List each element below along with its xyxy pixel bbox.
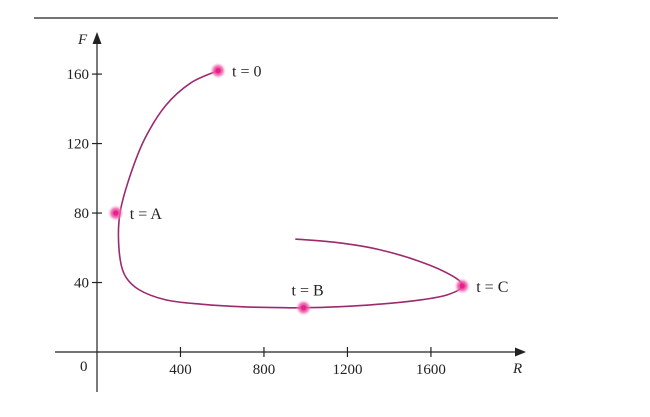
labels-layer: t = 0 t = A t = B t = C: [130, 64, 509, 300]
point-label: t = C: [476, 279, 508, 296]
y-tick-label: 120: [67, 137, 90, 153]
point-label: t = A: [130, 206, 163, 223]
y-axis-label: F: [77, 32, 88, 48]
y-tick-label: 160: [67, 67, 90, 83]
x-axis-arrow: [515, 347, 526, 357]
point-label: t = 0: [232, 64, 261, 81]
axes: R F 0: [55, 32, 526, 392]
x-axis-label: R: [512, 361, 522, 377]
y-tick-label: 80: [74, 206, 89, 222]
points-layer: [107, 62, 471, 316]
x-tick-label: 1600: [416, 362, 446, 378]
origin-label: 0: [80, 359, 88, 375]
x-tick-label: 400: [169, 362, 192, 378]
x-tick-label: 800: [253, 362, 276, 378]
point-marker: [301, 305, 307, 311]
ticks: 400 800 1200 1600 40 80 120 160: [67, 67, 446, 378]
trajectory-curve: [117, 69, 464, 309]
point-marker: [459, 283, 465, 289]
y-axis-arrow: [92, 32, 102, 44]
x-tick-label: 1200: [332, 362, 362, 378]
curve-layer: [117, 69, 464, 309]
point-label: t = B: [292, 283, 324, 300]
point-marker: [215, 68, 221, 74]
point-marker: [113, 210, 119, 216]
y-tick-label: 40: [74, 276, 89, 292]
